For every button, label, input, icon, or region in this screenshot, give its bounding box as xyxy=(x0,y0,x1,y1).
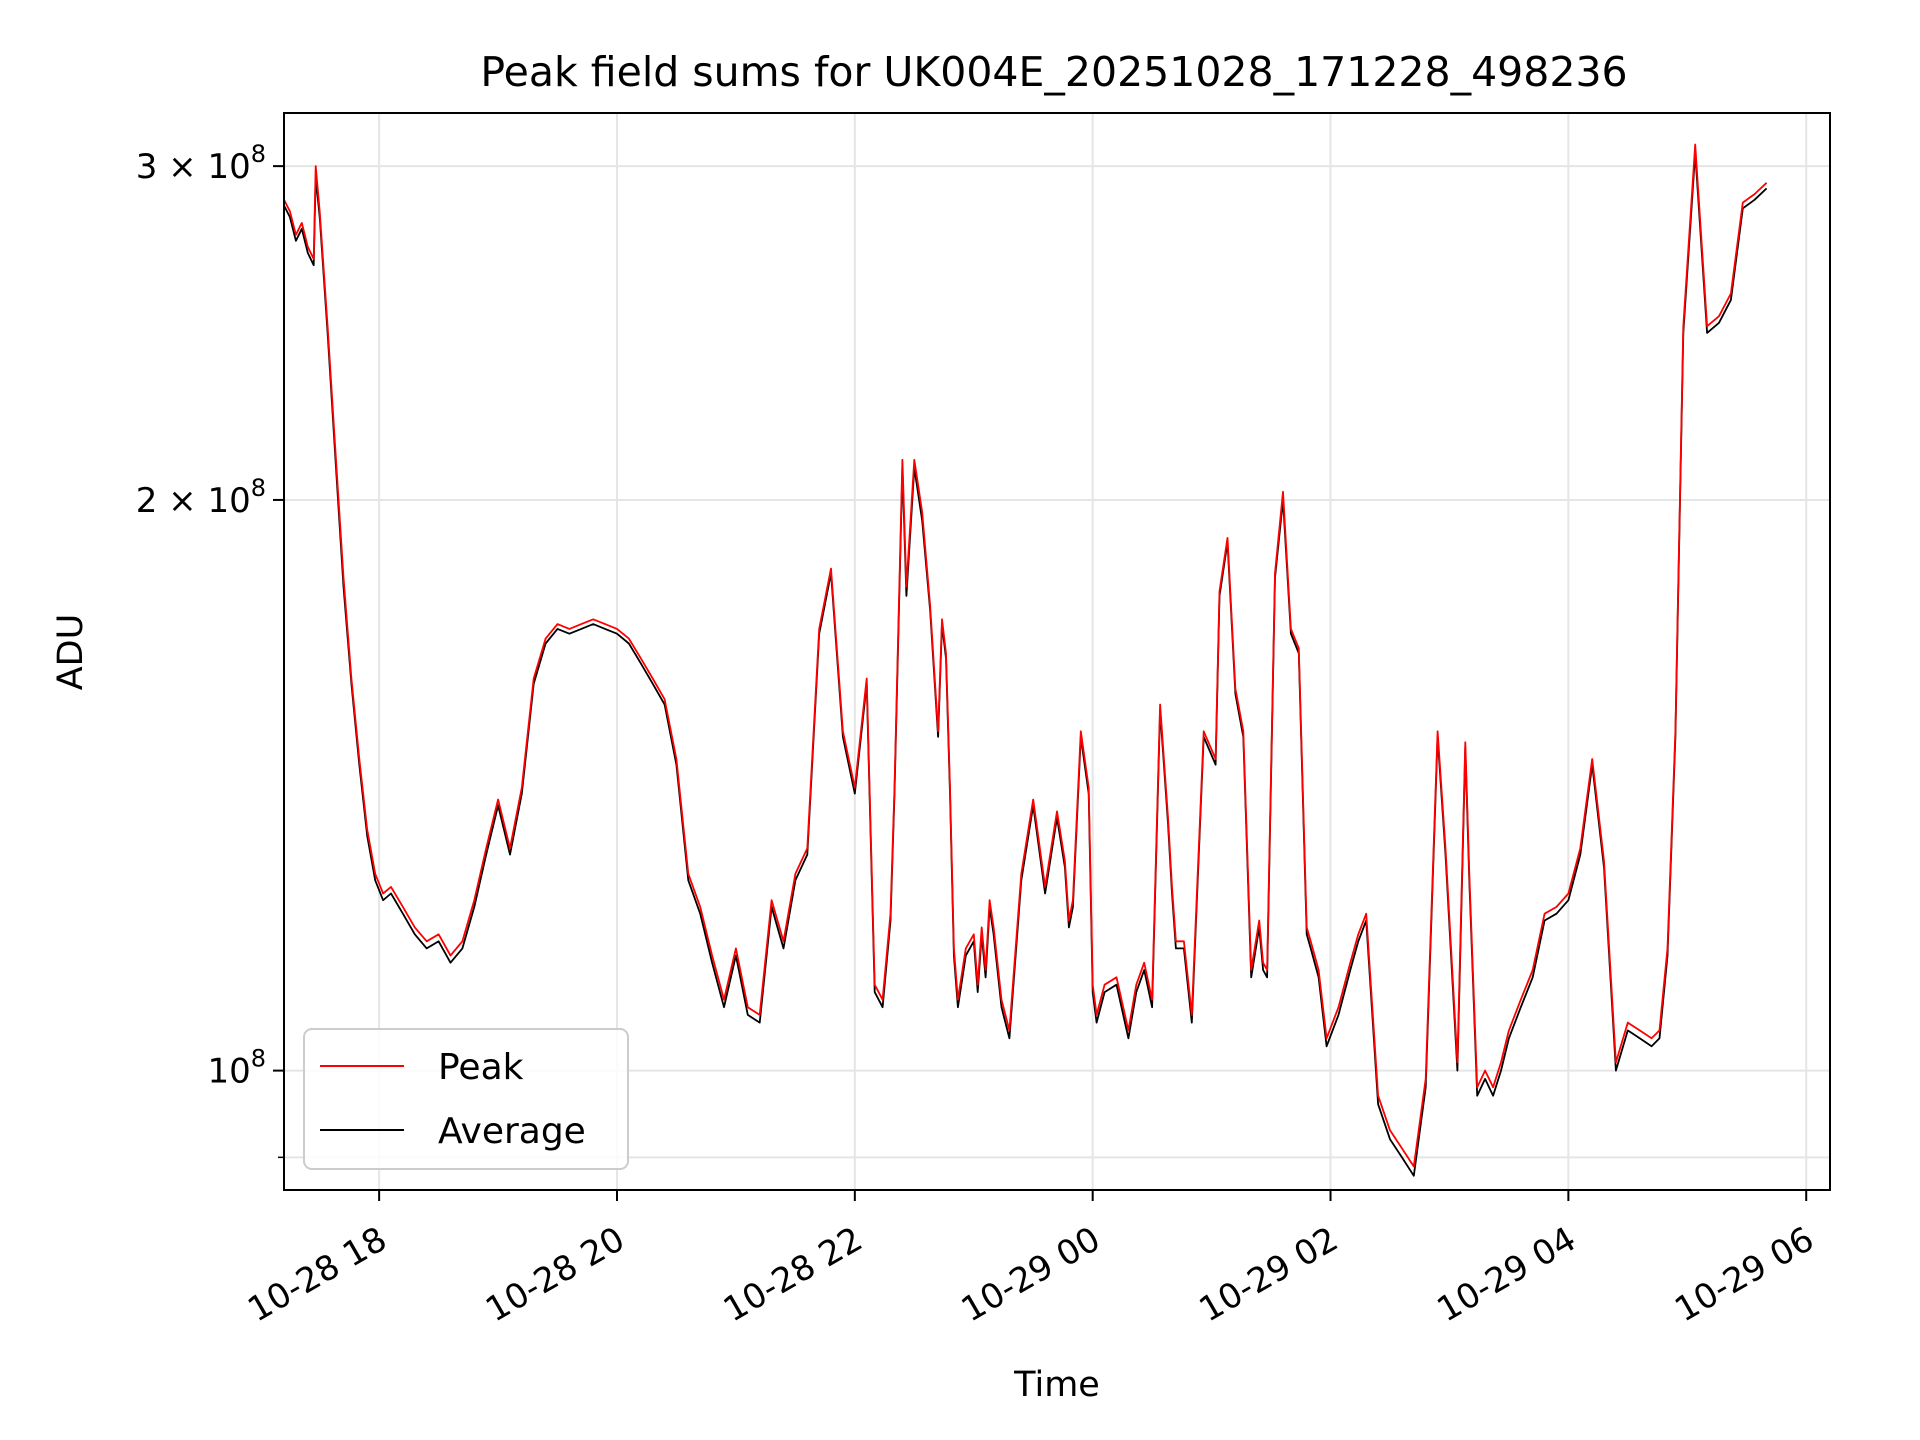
y-tick-label: 108 xyxy=(207,1045,266,1092)
chart-title: Peak field sums for UK004E_20251028_1712… xyxy=(480,48,1627,96)
plot-series xyxy=(283,143,1768,1177)
y-tick-base: 2 × 10 xyxy=(136,481,251,521)
legend: Peak Average xyxy=(303,1028,629,1170)
peak-series-line xyxy=(283,143,1768,1168)
y-tick-exponent: 8 xyxy=(251,1045,266,1073)
legend-peak-label: Peak xyxy=(438,1047,524,1088)
y-tick-exponent: 8 xyxy=(251,140,266,168)
y-tick-label: 3 × 108 xyxy=(136,140,266,187)
y-axis-label: ADU xyxy=(51,614,91,691)
legend-box xyxy=(303,1028,629,1170)
legend-average-label: Average xyxy=(438,1111,586,1152)
plot-frame xyxy=(283,112,1831,1191)
y-tick-label: 2 × 108 xyxy=(136,474,266,521)
x-axis-label: Time xyxy=(1013,1365,1100,1405)
y-tick-base: 3 × 10 xyxy=(136,147,251,187)
y-tick-base: 10 xyxy=(207,1052,250,1092)
y-tick-exponent: 8 xyxy=(251,474,266,502)
